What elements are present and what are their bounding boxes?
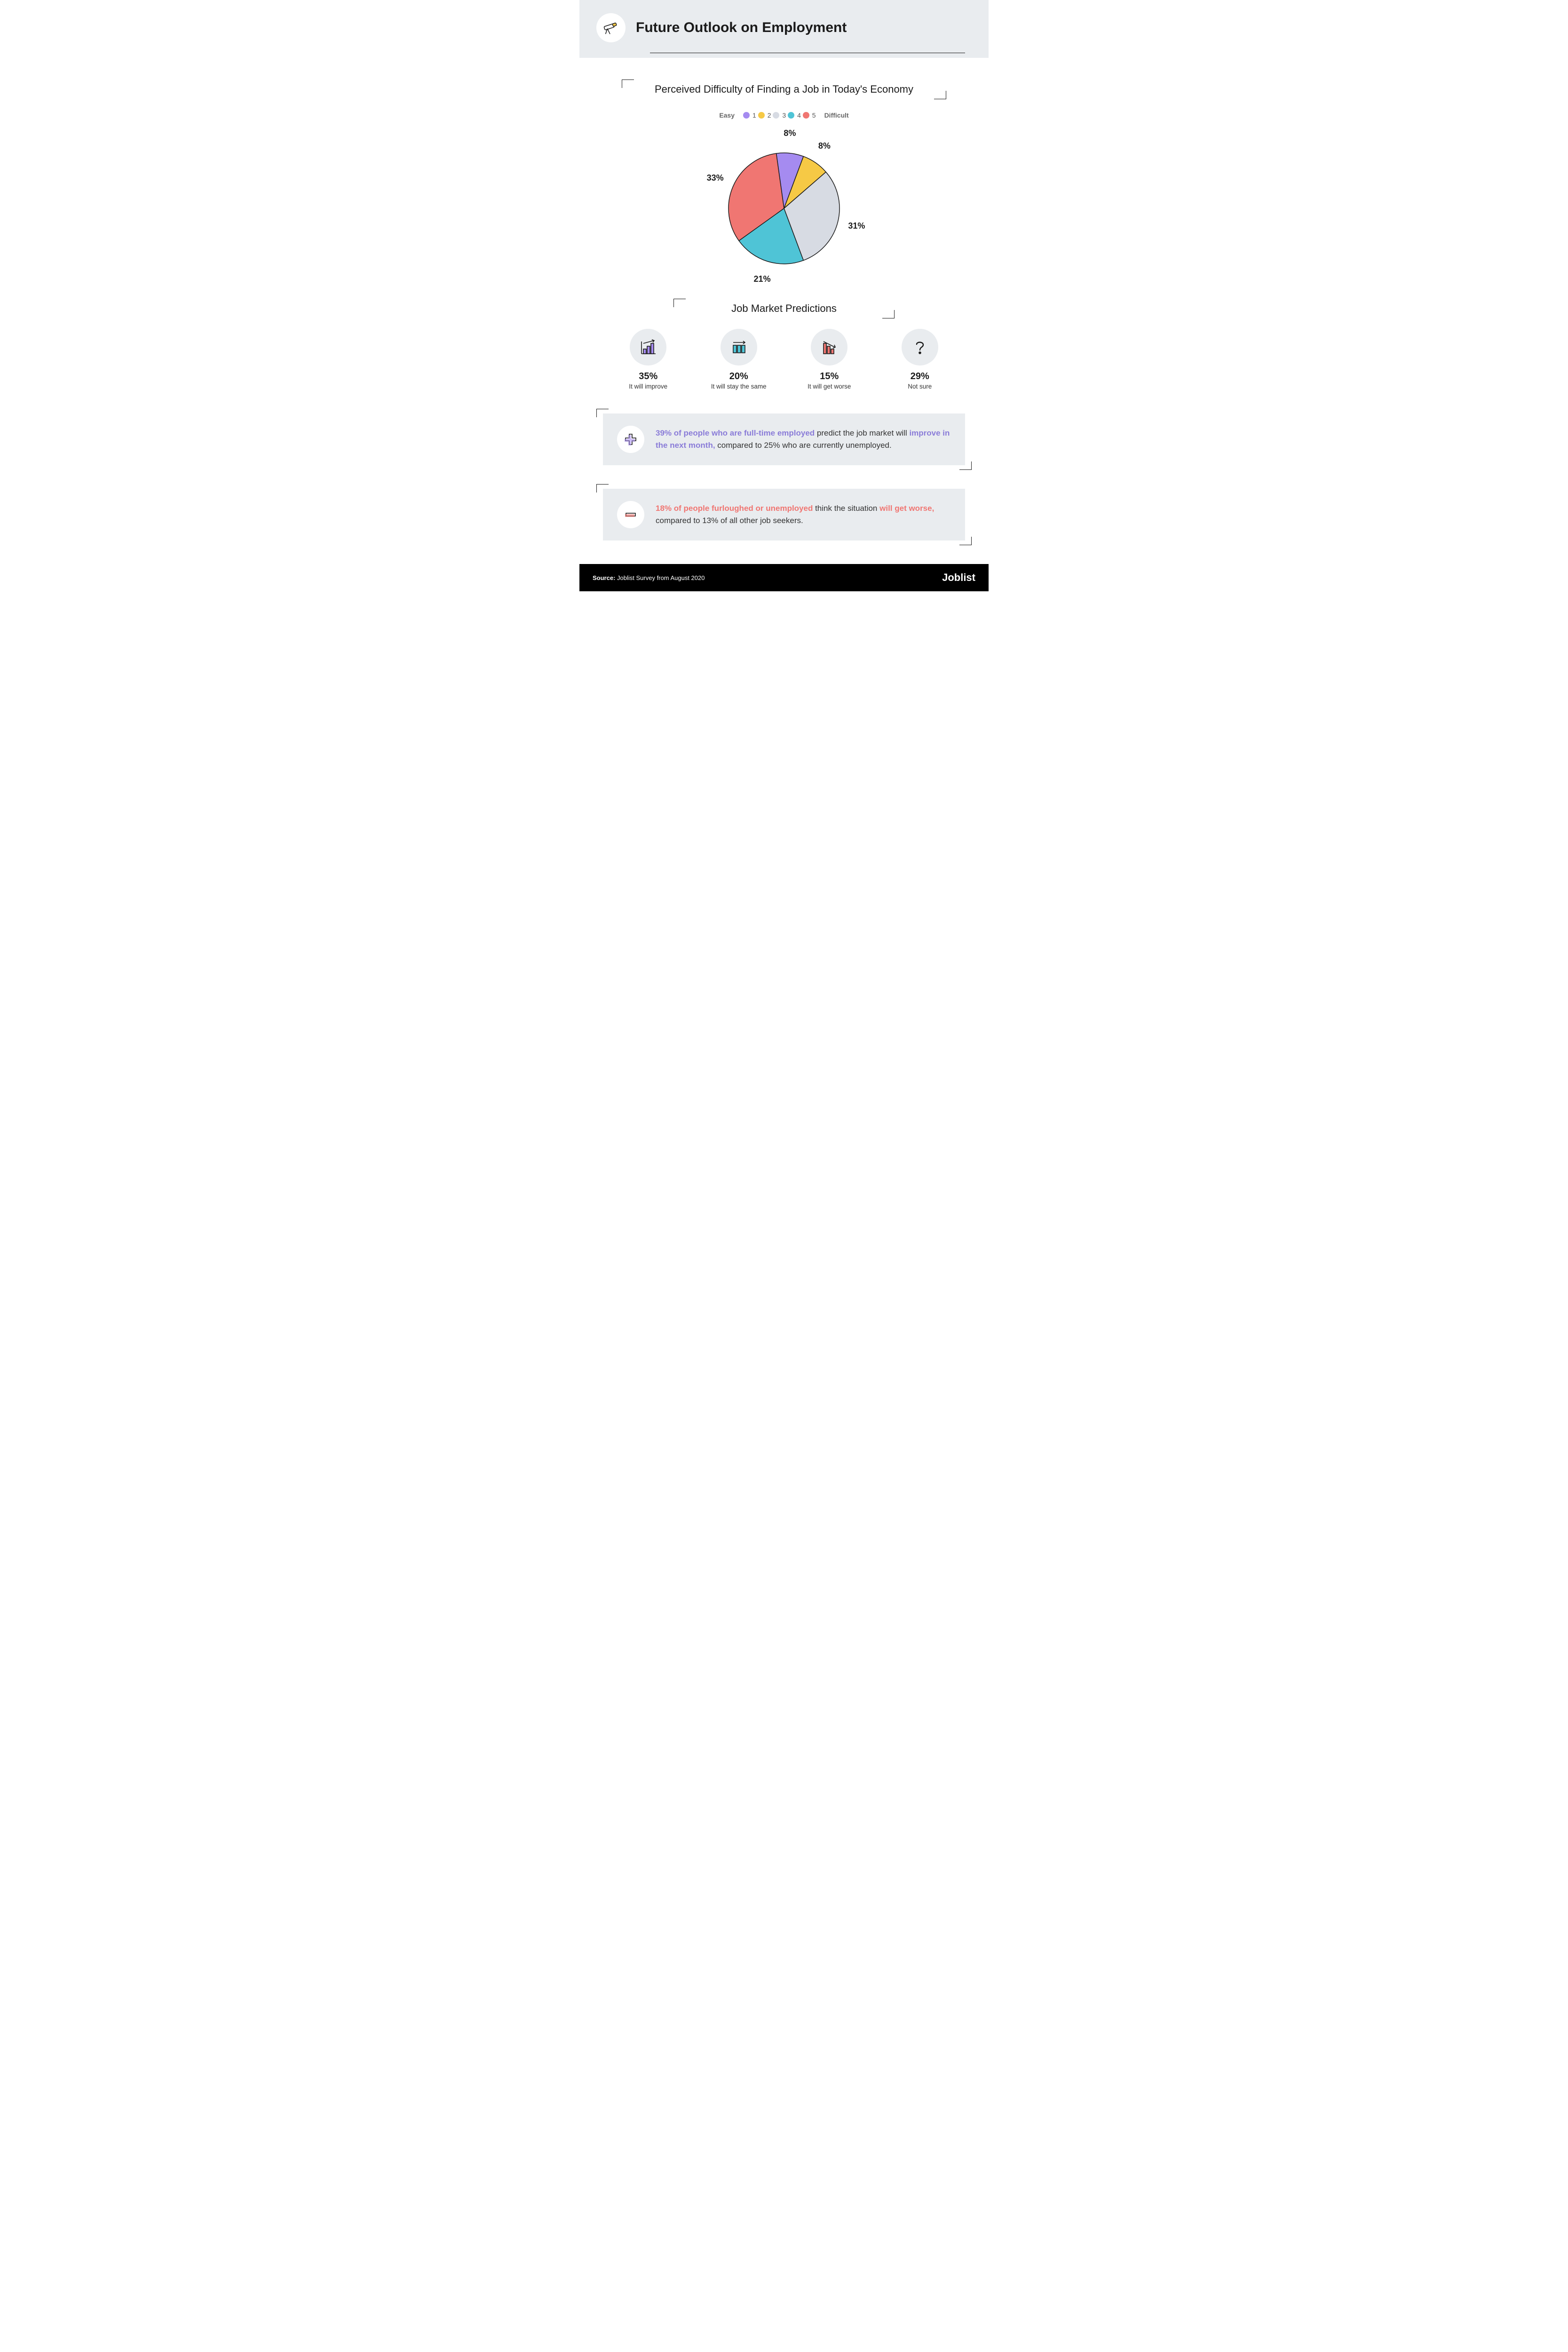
question-icon <box>902 329 938 366</box>
footer-source: Source: Joblist Survey from August 2020 <box>593 574 705 581</box>
section1-title-wrap: Perceived Difficulty of Finding a Job in… <box>603 83 965 95</box>
predictions-row: 35% It will improve 20% It will stay the… <box>603 329 965 390</box>
prediction-label: It will improve <box>608 383 688 390</box>
legend-item-3: 3 <box>773 111 786 119</box>
callout-text: 39% of people who are full-time employed… <box>656 427 951 452</box>
prediction-label: It will get worse <box>789 383 869 390</box>
pie-label-2: 8% <box>818 141 831 151</box>
chart-flat-icon <box>721 329 757 366</box>
minus-icon <box>617 501 644 528</box>
footer-bar: Source: Joblist Survey from August 2020 … <box>579 564 989 591</box>
prediction-label: It will stay the same <box>699 383 779 390</box>
prediction-pct: 35% <box>608 371 688 382</box>
legend-easy: Easy <box>719 111 735 119</box>
chart-up-icon <box>630 329 666 366</box>
section1-title: Perceived Difficulty of Finding a Job in… <box>650 83 918 95</box>
callout-0: 39% of people who are full-time employed… <box>603 413 965 465</box>
pie-label-5: 33% <box>707 173 724 183</box>
legend-item-1: 1 <box>743 111 756 119</box>
legend-item-5: 5 <box>803 111 816 119</box>
difficulty-pie-chart: 8%8%31%21%33% <box>709 133 859 284</box>
prediction-item-2: 15% It will get worse <box>789 329 869 390</box>
prediction-item-3: 29% Not sure <box>880 329 960 390</box>
prediction-label: Not sure <box>880 383 960 390</box>
pie-legend: Easy 1 2 3 4 5 Difficult <box>603 111 965 119</box>
pie-label-1: 8% <box>784 128 796 138</box>
prediction-item-1: 20% It will stay the same <box>699 329 779 390</box>
legend-difficult: Difficult <box>824 111 849 119</box>
section2-title: Job Market Predictions <box>727 302 841 315</box>
prediction-pct: 29% <box>880 371 960 382</box>
chart-down-icon <box>811 329 847 366</box>
pie-label-4: 21% <box>754 274 771 284</box>
prediction-pct: 20% <box>699 371 779 382</box>
prediction-item-0: 35% It will improve <box>608 329 688 390</box>
legend-item-2: 2 <box>758 111 771 119</box>
pie-label-3: 31% <box>848 221 865 231</box>
page-title: Future Outlook on Employment <box>636 20 847 36</box>
callout-text: 18% of people furloughed or unemployed t… <box>656 502 951 527</box>
callout-1: 18% of people furloughed or unemployed t… <box>603 489 965 540</box>
plus-icon <box>617 426 644 453</box>
legend-item-4: 4 <box>788 111 801 119</box>
header-bar: Future Outlook on Employment <box>579 0 989 53</box>
telescope-icon <box>596 13 626 42</box>
prediction-pct: 15% <box>789 371 869 382</box>
section2-title-wrap: Job Market Predictions <box>669 302 899 315</box>
footer-brand: Joblist <box>942 572 975 584</box>
